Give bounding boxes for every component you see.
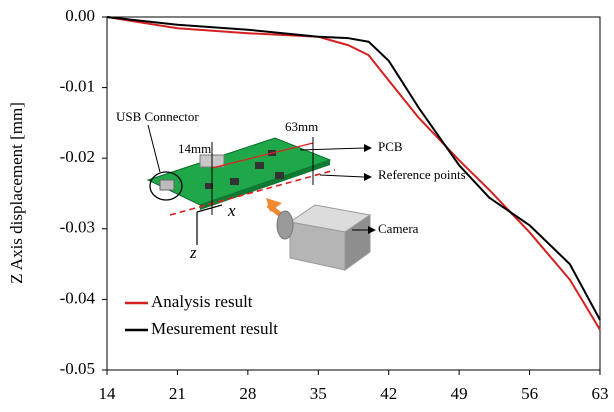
- y-tick-label: -0.03: [60, 218, 95, 237]
- axis-symbol: z: [189, 243, 197, 262]
- x-tick-label: 28: [239, 384, 256, 403]
- annotation: PCB: [378, 139, 403, 154]
- legend-label: Mesurement result: [151, 319, 278, 338]
- y-tick-label: -0.04: [60, 288, 96, 307]
- legend-label: Analysis result: [151, 292, 253, 311]
- chart: Z Axis displacement [mm] 0.00 -0.01 -0.02 -…: [0, 0, 614, 412]
- series-line: [107, 17, 600, 320]
- x-tick-label: 56: [521, 384, 538, 403]
- annotation: 14mm: [178, 141, 211, 156]
- y-tick-label: -0.05: [60, 359, 95, 378]
- y-tick-label: -0.01: [60, 77, 95, 96]
- y-tick-label: -0.02: [60, 147, 95, 166]
- annotation: Camera: [378, 221, 419, 236]
- y-tick-label: 0.00: [65, 6, 95, 25]
- x-tick-label: 42: [380, 384, 397, 403]
- x-tick-label: 35: [310, 384, 327, 403]
- annotation: Reference points: [378, 167, 466, 182]
- axis-symbol: x: [227, 201, 236, 220]
- x-tick-label: 21: [169, 384, 186, 403]
- annotation: USB Connector: [116, 109, 199, 124]
- annotation: 63mm: [285, 119, 318, 134]
- y-axis-label: Z Axis displacement [mm]: [7, 102, 26, 284]
- x-tick-label: 49: [451, 384, 468, 403]
- x-tick-label: 63: [592, 384, 609, 403]
- x-tick-label: 14: [99, 384, 117, 403]
